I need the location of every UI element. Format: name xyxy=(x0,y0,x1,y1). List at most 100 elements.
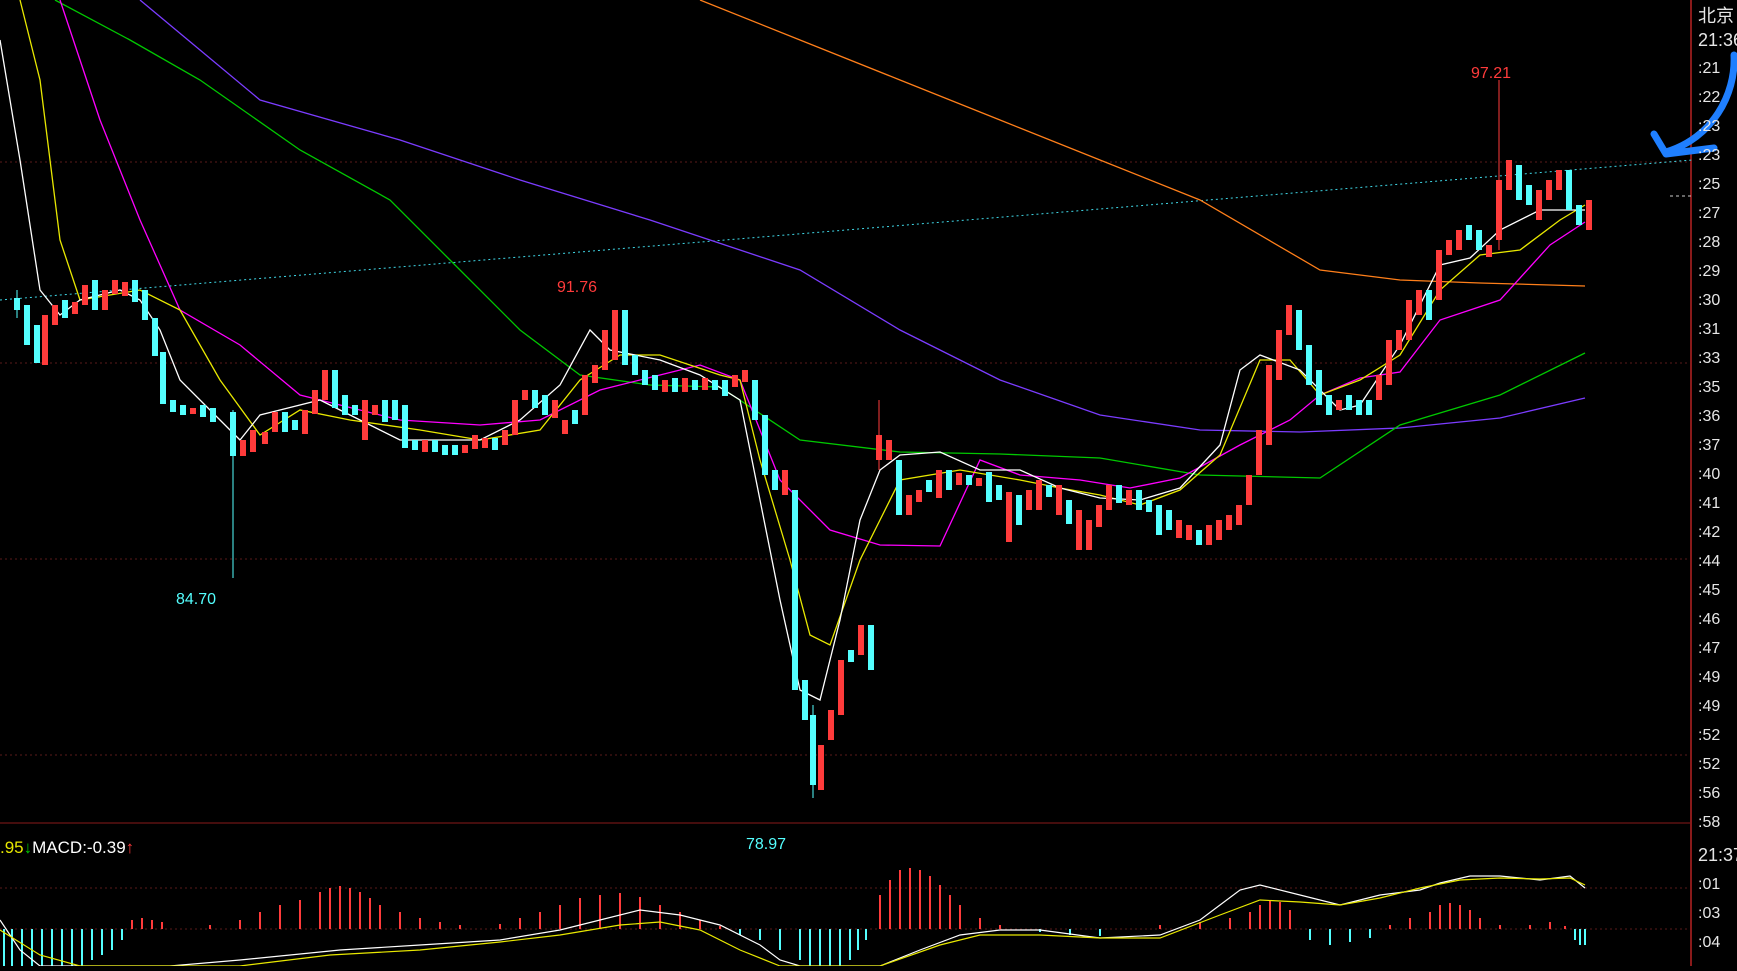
candle xyxy=(582,375,588,415)
candle xyxy=(1266,365,1272,445)
candle xyxy=(802,680,808,720)
axis-tick: :56 xyxy=(1698,785,1721,802)
candle xyxy=(1576,205,1582,225)
candle xyxy=(272,412,278,432)
candle xyxy=(452,445,458,455)
candle xyxy=(1466,225,1472,240)
candle xyxy=(1426,290,1432,320)
axis-tick: :04 xyxy=(1698,934,1721,951)
axis-tick: :03 xyxy=(1698,905,1721,922)
candle xyxy=(858,625,864,655)
candle xyxy=(1076,510,1082,550)
candle xyxy=(312,390,318,414)
time-top: 21:36 xyxy=(1698,30,1737,50)
candle xyxy=(1086,520,1092,550)
candle xyxy=(412,440,418,450)
candle xyxy=(82,285,88,305)
axis-tick: :52 xyxy=(1698,756,1721,773)
candle xyxy=(838,660,844,715)
high-left-label: 91.76 xyxy=(557,279,597,296)
candle xyxy=(322,370,328,400)
candle xyxy=(180,405,186,415)
candle xyxy=(170,400,176,412)
candle xyxy=(956,473,962,485)
candle xyxy=(1336,400,1342,410)
macd-label: MACD: xyxy=(32,838,87,857)
candle xyxy=(818,745,824,790)
macd-prev-value: .95 xyxy=(0,838,24,857)
candle xyxy=(250,430,256,452)
candle xyxy=(1276,330,1282,380)
candle xyxy=(240,440,246,456)
dea-line xyxy=(0,877,1586,967)
axis-tick: :37 xyxy=(1698,437,1721,454)
candle xyxy=(762,415,768,475)
candle xyxy=(160,352,166,404)
dif-line xyxy=(0,875,1586,967)
candle xyxy=(1136,490,1142,510)
candlesticks[interactable] xyxy=(14,80,1592,798)
axis-tick: :42 xyxy=(1698,524,1721,541)
candle xyxy=(1416,290,1422,315)
candle xyxy=(1106,485,1112,510)
candle xyxy=(442,445,448,455)
candle xyxy=(1396,330,1402,350)
candle xyxy=(1366,400,1372,415)
macd-prev-arrow: ↓ xyxy=(23,838,33,857)
axis-tick: :46 xyxy=(1698,611,1721,628)
candle xyxy=(692,380,698,390)
candle xyxy=(772,470,778,490)
candle xyxy=(482,438,488,448)
candle xyxy=(382,400,388,422)
candle xyxy=(472,435,478,449)
candle xyxy=(190,408,196,414)
candle xyxy=(552,400,558,418)
candle xyxy=(42,315,48,365)
axis-tick: :30 xyxy=(1698,292,1721,309)
candle xyxy=(1126,490,1132,505)
candle xyxy=(722,380,728,396)
candle xyxy=(1016,495,1022,525)
candle xyxy=(976,478,982,486)
candle xyxy=(1386,340,1392,385)
candle xyxy=(782,470,788,495)
candle xyxy=(926,480,932,492)
candle xyxy=(342,395,348,415)
candle xyxy=(1236,505,1242,525)
ma120-line xyxy=(139,0,1586,433)
candle xyxy=(1036,480,1042,510)
candle xyxy=(1326,395,1332,415)
candle xyxy=(1446,240,1452,255)
candle xyxy=(1146,500,1152,512)
candle xyxy=(662,380,668,392)
axis-tick: :44 xyxy=(1698,553,1721,570)
right-axis-panel: 北京 21:36 :21 :22 :23 :23 :25 :27 :28 :29… xyxy=(1692,0,1737,966)
high-right-label: 97.21 xyxy=(1471,65,1511,82)
axis-tick: :47 xyxy=(1698,640,1721,657)
axis-tick: :49 xyxy=(1698,669,1721,686)
candle xyxy=(996,485,1002,500)
candle xyxy=(132,280,138,302)
candle xyxy=(732,375,738,387)
axis-tick: :28 xyxy=(1698,234,1721,251)
candle xyxy=(502,430,508,445)
macd-arrow: ↑ xyxy=(125,838,135,857)
axis-tick: :25 xyxy=(1698,176,1721,193)
candle xyxy=(946,470,952,490)
candle xyxy=(402,405,408,448)
candle xyxy=(1346,395,1352,410)
candle xyxy=(1356,400,1362,415)
candle xyxy=(672,378,678,392)
axis-tick: :35 xyxy=(1698,379,1721,396)
candle xyxy=(352,405,358,415)
candle xyxy=(1556,170,1562,190)
candle xyxy=(1206,525,1212,545)
low-left-label: 84.70 xyxy=(176,591,216,608)
grid-lines xyxy=(0,161,1692,930)
candle xyxy=(262,432,268,444)
candle xyxy=(602,330,608,370)
candle xyxy=(592,365,598,383)
candle xyxy=(742,370,748,382)
